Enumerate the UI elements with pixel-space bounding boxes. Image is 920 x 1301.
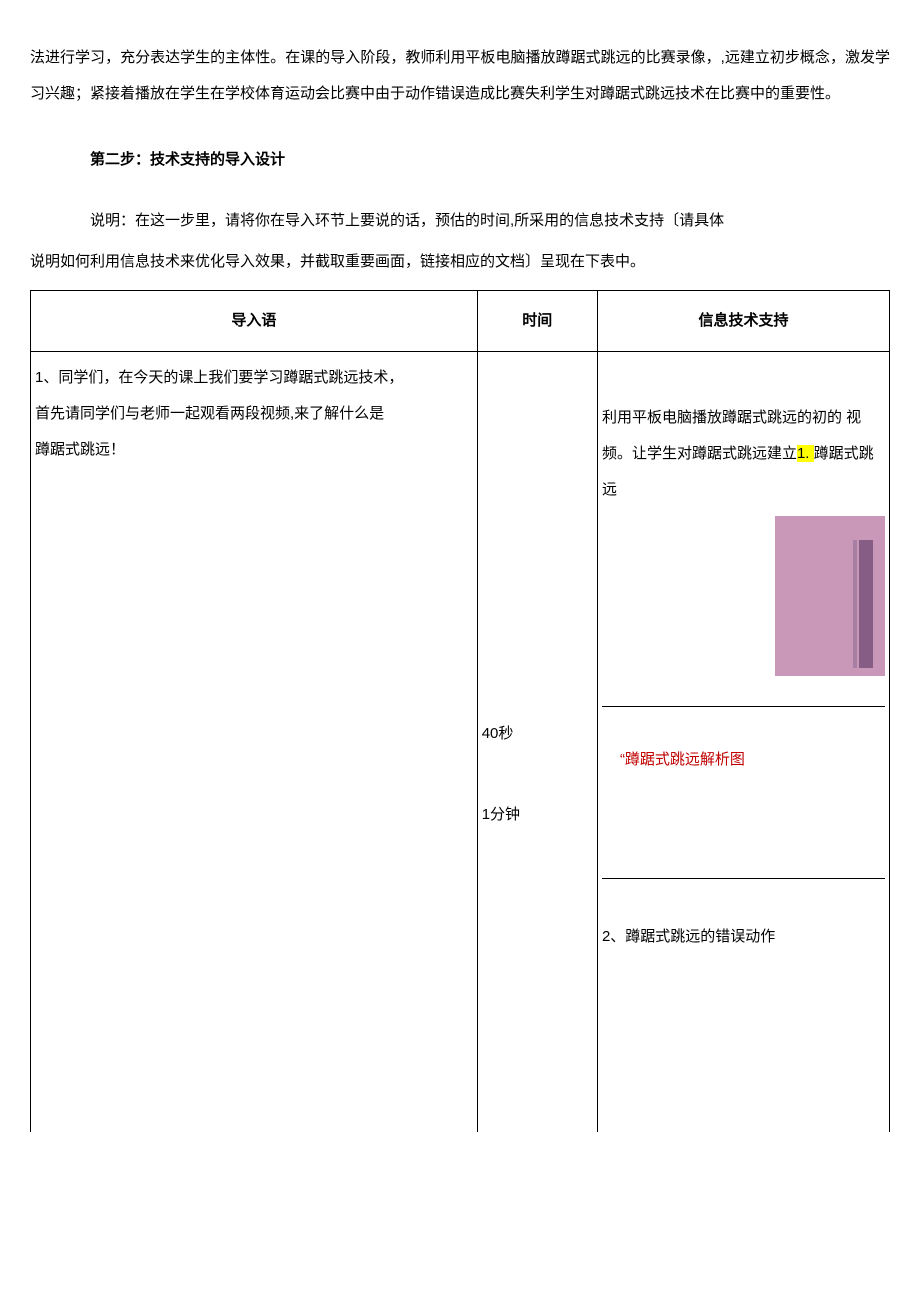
section-2-label: 2、蹲踞式跳远的错误动作 — [602, 899, 885, 955]
step-title: 第二步：技术支持的导入设计 — [90, 142, 890, 178]
intro-paragraph: 法进行学习，充分表达学生的主体性。在课的导入阶段，教师利用平板电脑播放蹲踞式跳远… — [30, 40, 890, 112]
cell-time: 40秒 1分钟 — [477, 352, 597, 1132]
tech-text-1: 利用平板电脑播放蹲踞式跳远的初的 — [602, 409, 842, 426]
thumbnail-bar-mid — [853, 540, 857, 668]
thumbnail-image-placeholder — [775, 516, 885, 676]
divider-2 — [602, 878, 885, 879]
time-1min: 1分钟 — [482, 752, 593, 833]
table-header-row: 导入语 时间 信息技术支持 — [31, 291, 890, 352]
header-tech-support: 信息技术支持 — [597, 291, 889, 352]
design-table: 导入语 时间 信息技术支持 1、同学们，在今天的课上我们要学习蹲踞式跳远技术， … — [30, 290, 890, 1132]
intro-speech-line3: 蹲踞式跳远！ — [35, 432, 473, 468]
cell-intro-speech: 1、同学们，在今天的课上我们要学习蹲踞式跳远技术， 首先请同学们与老师一起观看两… — [31, 352, 478, 1132]
header-time: 时间 — [477, 291, 597, 352]
instruction-line-1: 说明：在这一步里，请将你在导入环节上要说的话，预估的时间,所采用的信息技术支持〔… — [90, 203, 890, 239]
instruction-line-2: 说明如何利用信息技术来优化导入效果，并截取重要画面，链接相应的文档〕呈现在下表中… — [30, 244, 890, 280]
divider-1 — [602, 706, 885, 707]
intro-speech-line1: 1、同学们，在今天的课上我们要学习蹲踞式跳远技术， — [35, 360, 473, 396]
thumbnail-bar-dark — [859, 540, 873, 668]
cell-tech-support: 利用平板电脑播放蹲踞式跳远的初的 视频。让学生对蹲踞式跳远建立1. 蹲踞式跳远 … — [597, 352, 889, 1132]
time-40sec: 40秒 — [482, 360, 593, 752]
header-intro-speech: 导入语 — [31, 291, 478, 352]
table-row: 1、同学们，在今天的课上我们要学习蹲踞式跳远技术， 首先请同学们与老师一起观看两… — [31, 352, 890, 1132]
intro-speech-line2: 首先请同学们与老师一起观看两段视频,来了解什么是 — [35, 396, 473, 432]
tech-highlight: 1. — [797, 445, 814, 462]
red-caption: “蹲踞式跳远解析图 — [602, 727, 885, 778]
